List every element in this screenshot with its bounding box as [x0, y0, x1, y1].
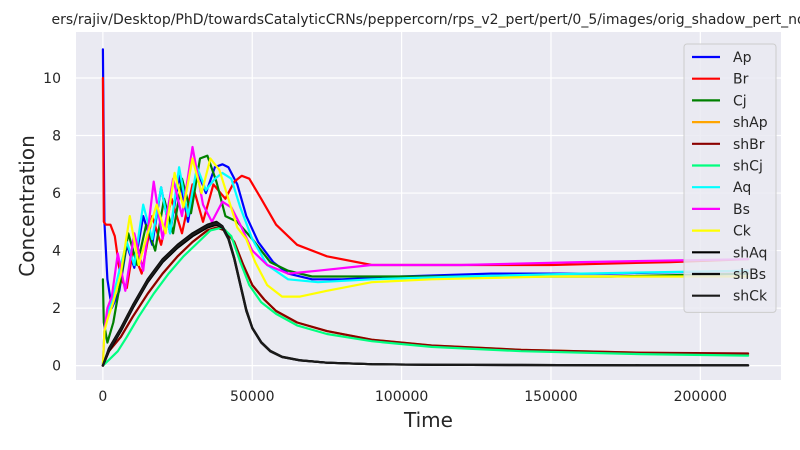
series-lines	[101, 48, 750, 367]
series-line-shck	[101, 222, 750, 367]
tick-labels: 0 50000 100000 150000 200000 0 2 4 6 8 10	[43, 71, 727, 405]
legend: Ap Br Cj shAp shBr shCj Aq Bs Ck shAq shBs shCk	[683, 43, 777, 313]
y-tick-label: 6	[52, 186, 61, 202]
y-axis-label: Concentration	[15, 135, 39, 276]
legend-label: shBs	[733, 267, 766, 283]
x-tick-label: 200000	[674, 389, 727, 405]
plot-area	[76, 32, 781, 380]
legend-label: Bs	[733, 202, 750, 218]
legend-label: Aq	[733, 180, 751, 196]
y-tick-label: 4	[52, 244, 61, 260]
legend-label: Ap	[733, 50, 752, 66]
legend-label: Br	[733, 72, 749, 88]
series-line-ck	[101, 157, 750, 367]
x-axis-label: Time	[403, 408, 453, 432]
series-line-br	[101, 76, 750, 290]
x-tick-label: 0	[98, 389, 107, 405]
y-tick-label: 8	[52, 129, 61, 145]
x-tick-label: 50000	[230, 389, 275, 405]
legend-label: shBr	[733, 137, 765, 153]
legend-label: shCj	[733, 159, 763, 175]
chart-title: ers/rajiv/Desktop/PhD/towardsCatalyticCR…	[51, 12, 800, 28]
legend-label: Cj	[733, 93, 747, 109]
series-line-shcj	[101, 226, 750, 367]
legend-label: Ck	[733, 224, 752, 240]
legend-box	[683, 43, 777, 313]
legend-label: shCk	[733, 289, 768, 305]
y-tick-label: 2	[52, 301, 61, 317]
y-tick-label: 10	[43, 71, 61, 87]
x-tick-label: 100000	[375, 389, 428, 405]
legend-label: shAp	[733, 115, 768, 131]
legend-label: shAq	[733, 245, 767, 261]
x-tick-label: 150000	[524, 389, 577, 405]
y-tick-label: 0	[52, 359, 61, 375]
